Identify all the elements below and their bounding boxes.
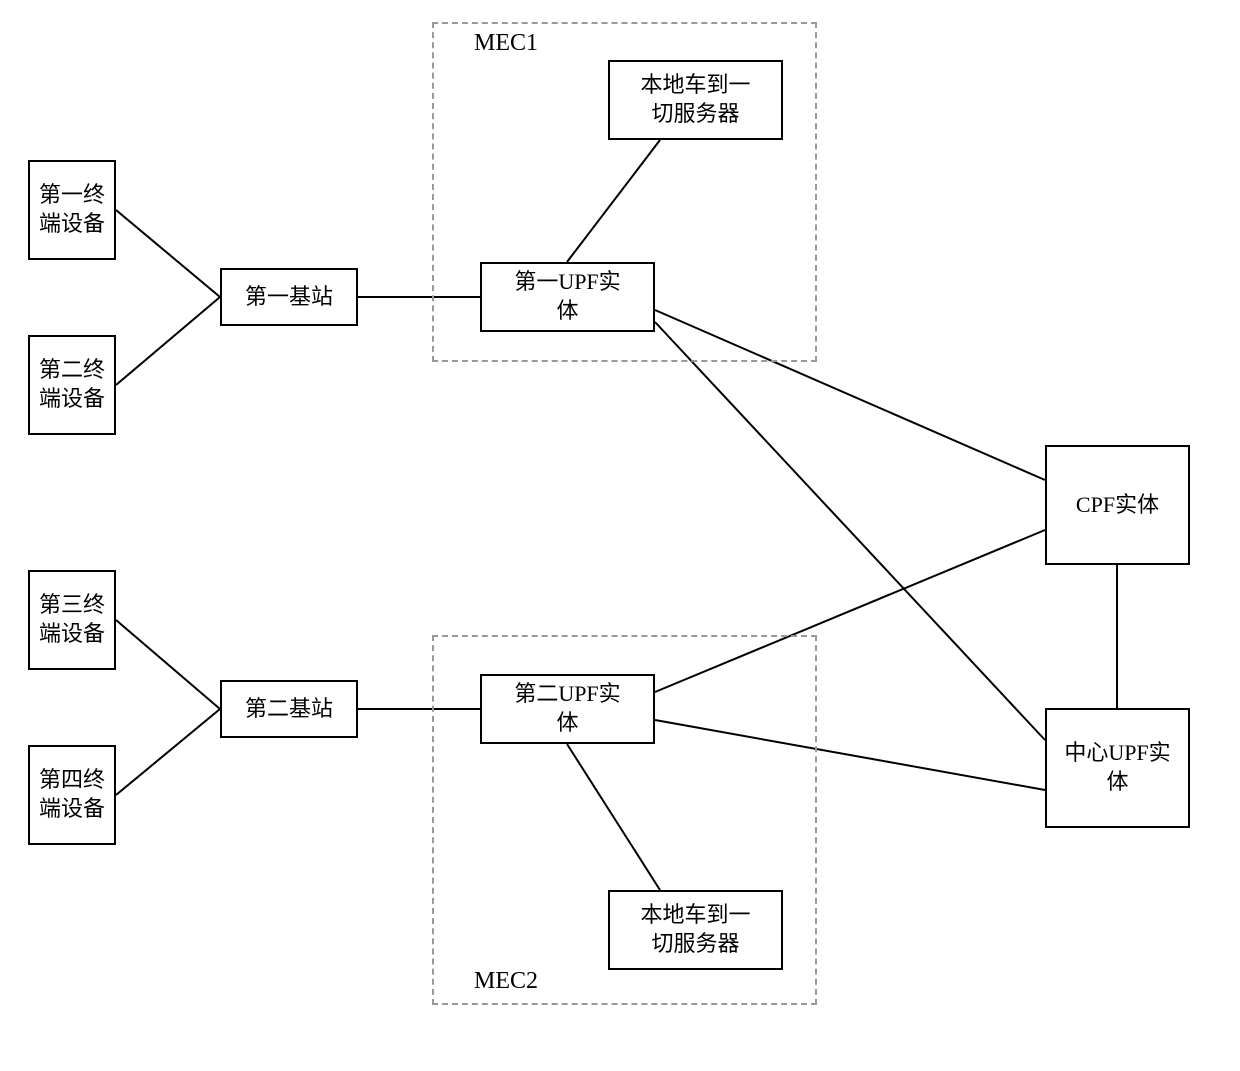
local-v2x-server-1: 本地车到一切服务器 xyxy=(608,60,783,140)
mec1-label: MEC1 xyxy=(474,30,538,57)
base-station-1: 第一基站 xyxy=(220,268,358,326)
edge-terminal4-bs2 xyxy=(116,709,220,795)
mec2-label: MEC2 xyxy=(474,968,538,995)
upf-1: 第一UPF实体 xyxy=(480,262,655,332)
local-v2x-server-2: 本地车到一切服务器 xyxy=(608,890,783,970)
terminal-3: 第三终端设备 xyxy=(28,570,116,670)
terminal-4: 第四终端设备 xyxy=(28,745,116,845)
edge-terminal1-bs1 xyxy=(116,210,220,297)
central-upf-entity: 中心UPF实体 xyxy=(1045,708,1190,828)
cpf-entity: CPF实体 xyxy=(1045,445,1190,565)
base-station-2: 第二基站 xyxy=(220,680,358,738)
edge-terminal2-bs1 xyxy=(116,297,220,385)
terminal-2: 第二终端设备 xyxy=(28,335,116,435)
upf-2: 第二UPF实体 xyxy=(480,674,655,744)
edge-terminal3-bs2 xyxy=(116,620,220,709)
terminal-1: 第一终端设备 xyxy=(28,160,116,260)
